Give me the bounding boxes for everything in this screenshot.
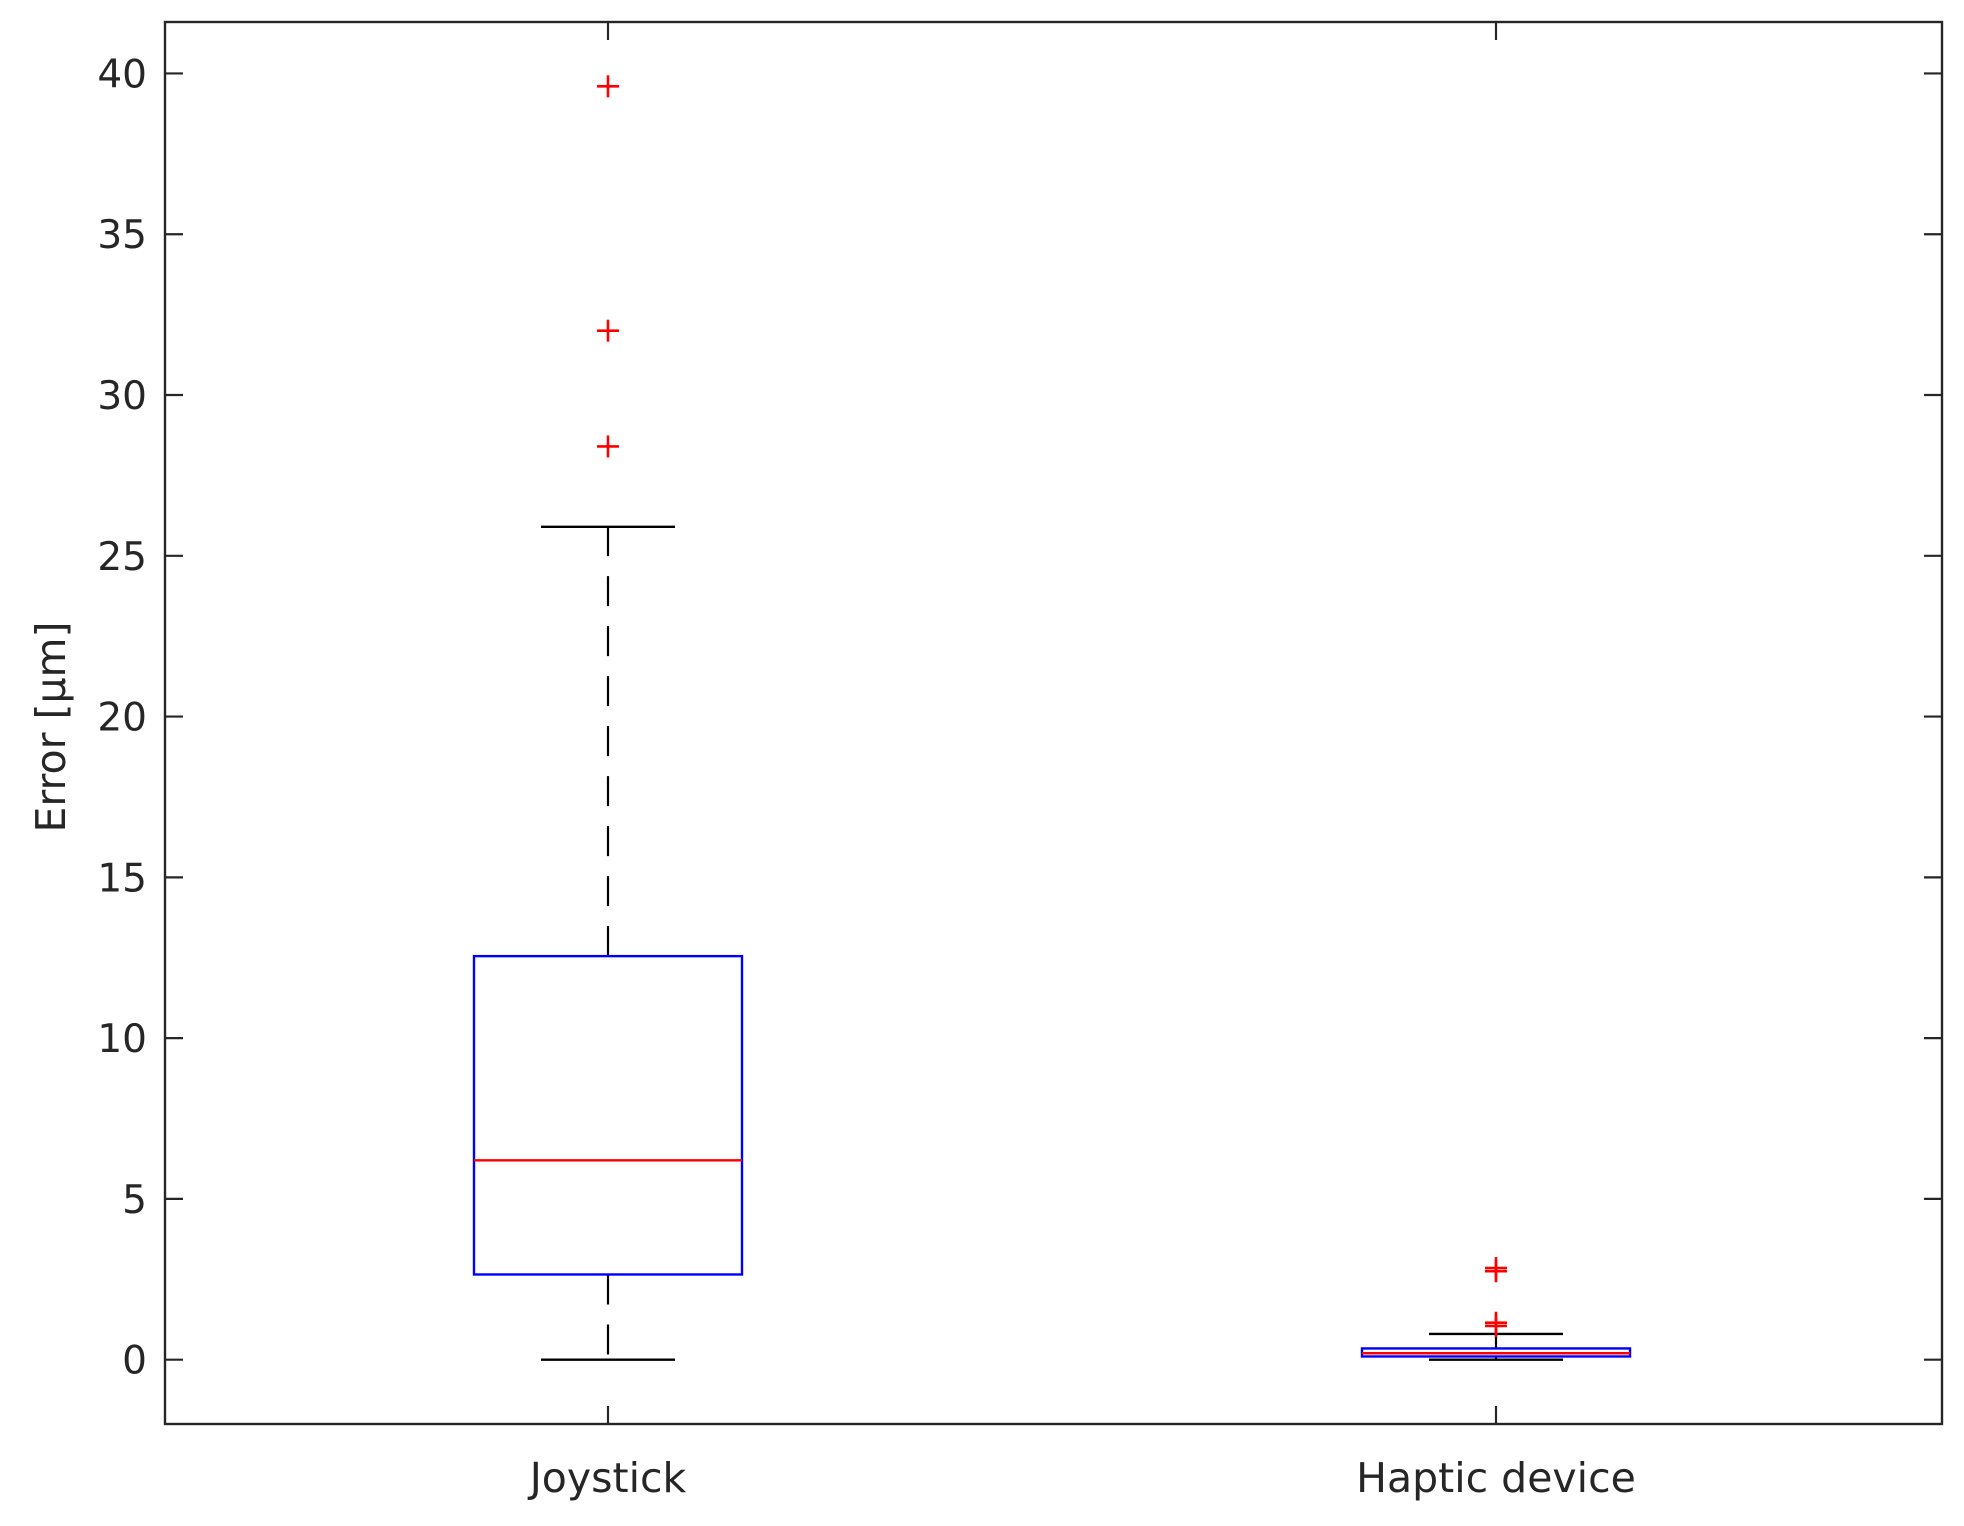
y-tick-label: 25 <box>97 535 147 580</box>
outlier-marker <box>597 75 619 98</box>
box <box>472 954 744 1276</box>
x-tick-label: Haptic device <box>1356 1454 1636 1502</box>
y-tick-label: 40 <box>97 52 147 97</box>
y-tick-label: 15 <box>97 856 147 901</box>
outlier-marker <box>1485 1257 1507 1280</box>
y-tick-label: 20 <box>97 696 147 741</box>
box-group <box>472 75 744 1361</box>
x-tick-label: Joystick <box>527 1454 687 1502</box>
y-tick-label: 0 <box>122 1339 147 1384</box>
outlier-marker <box>597 435 619 458</box>
y-tick-label: 5 <box>122 1178 147 1223</box>
plot-area <box>472 75 1632 1361</box>
box-group <box>1360 1257 1632 1361</box>
y-axis-label: Error [µm] <box>27 622 75 833</box>
y-tick-label: 10 <box>97 1017 147 1062</box>
axes: 0 5 10 15 20 25 30 35 40 Joystick Haptic device <box>97 20 1944 1502</box>
outlier-marker <box>597 319 619 342</box>
outlier-marker <box>1485 1311 1507 1334</box>
y-tick-label: 30 <box>97 374 147 419</box>
axes-frame <box>163 20 1944 1426</box>
y-tick-label: 35 <box>97 213 147 258</box>
